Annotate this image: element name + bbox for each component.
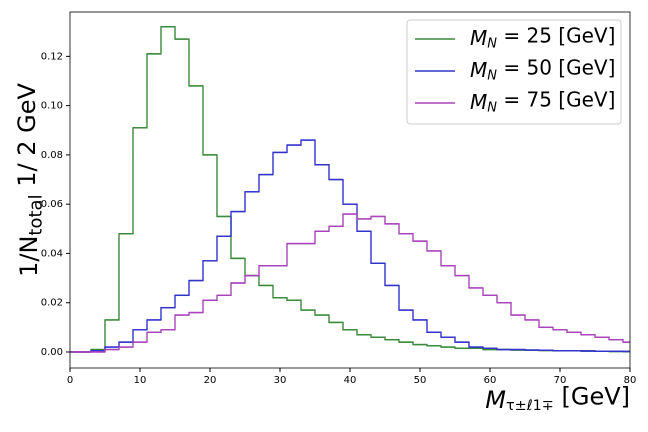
plot-area <box>70 26 630 353</box>
y-tick-label: 0.02 <box>41 298 63 309</box>
label-part: τ±ℓ1∓ <box>506 398 554 414</box>
histogram-risers <box>70 213 630 353</box>
label-part: M <box>470 58 487 82</box>
y-tick-label: 0.08 <box>41 150 63 161</box>
label-part: = 25 [GeV] <box>497 23 615 47</box>
y-tick-label: 0.06 <box>41 199 63 210</box>
x-tick-label: 10 <box>134 375 147 386</box>
label-part: total <box>25 194 46 235</box>
y-tick-label: 0.04 <box>41 248 63 259</box>
label-part: N <box>487 36 497 51</box>
legend-entry: MN = 25 [GeV] <box>470 23 615 51</box>
y-tick-label: 0.10 <box>41 101 63 112</box>
y-tick-label: 0.00 <box>41 347 63 358</box>
x-tick-label: 0 <box>67 375 73 386</box>
label-part: M <box>470 26 487 50</box>
legend-box <box>406 19 622 125</box>
histogram-risers <box>70 139 630 353</box>
legend-entry: MN = 75 [GeV] <box>470 87 615 115</box>
y-axis-label: 1/Ntotal 1/ 2 GeV <box>13 83 46 277</box>
label-part: 1/N <box>15 236 43 277</box>
x-tick-label: 80 <box>624 375 637 386</box>
y-tick-label: 0.12 <box>41 51 63 62</box>
legend-entry: MN = 50 [GeV] <box>470 55 615 83</box>
x-tick-label: 60 <box>484 375 497 386</box>
label-part: = 50 [GeV] <box>497 55 615 79</box>
x-axis-label: Mτ±ℓ1∓ [GeV] <box>485 383 630 414</box>
x-tick-label: 30 <box>274 375 287 386</box>
label-part: 1/ 2 GeV <box>13 83 41 195</box>
label-part: N <box>487 100 497 115</box>
x-tick-label: 70 <box>554 375 567 386</box>
label-part: = 75 [GeV] <box>497 87 615 111</box>
label-part: N <box>487 68 497 83</box>
x-tick-label: 50 <box>414 375 427 386</box>
x-tick-label: 40 <box>344 375 357 386</box>
label-part: M <box>470 90 487 114</box>
label-part: [GeV] <box>554 383 630 411</box>
x-tick-label: 20 <box>204 375 217 386</box>
label-part: M <box>485 386 506 414</box>
